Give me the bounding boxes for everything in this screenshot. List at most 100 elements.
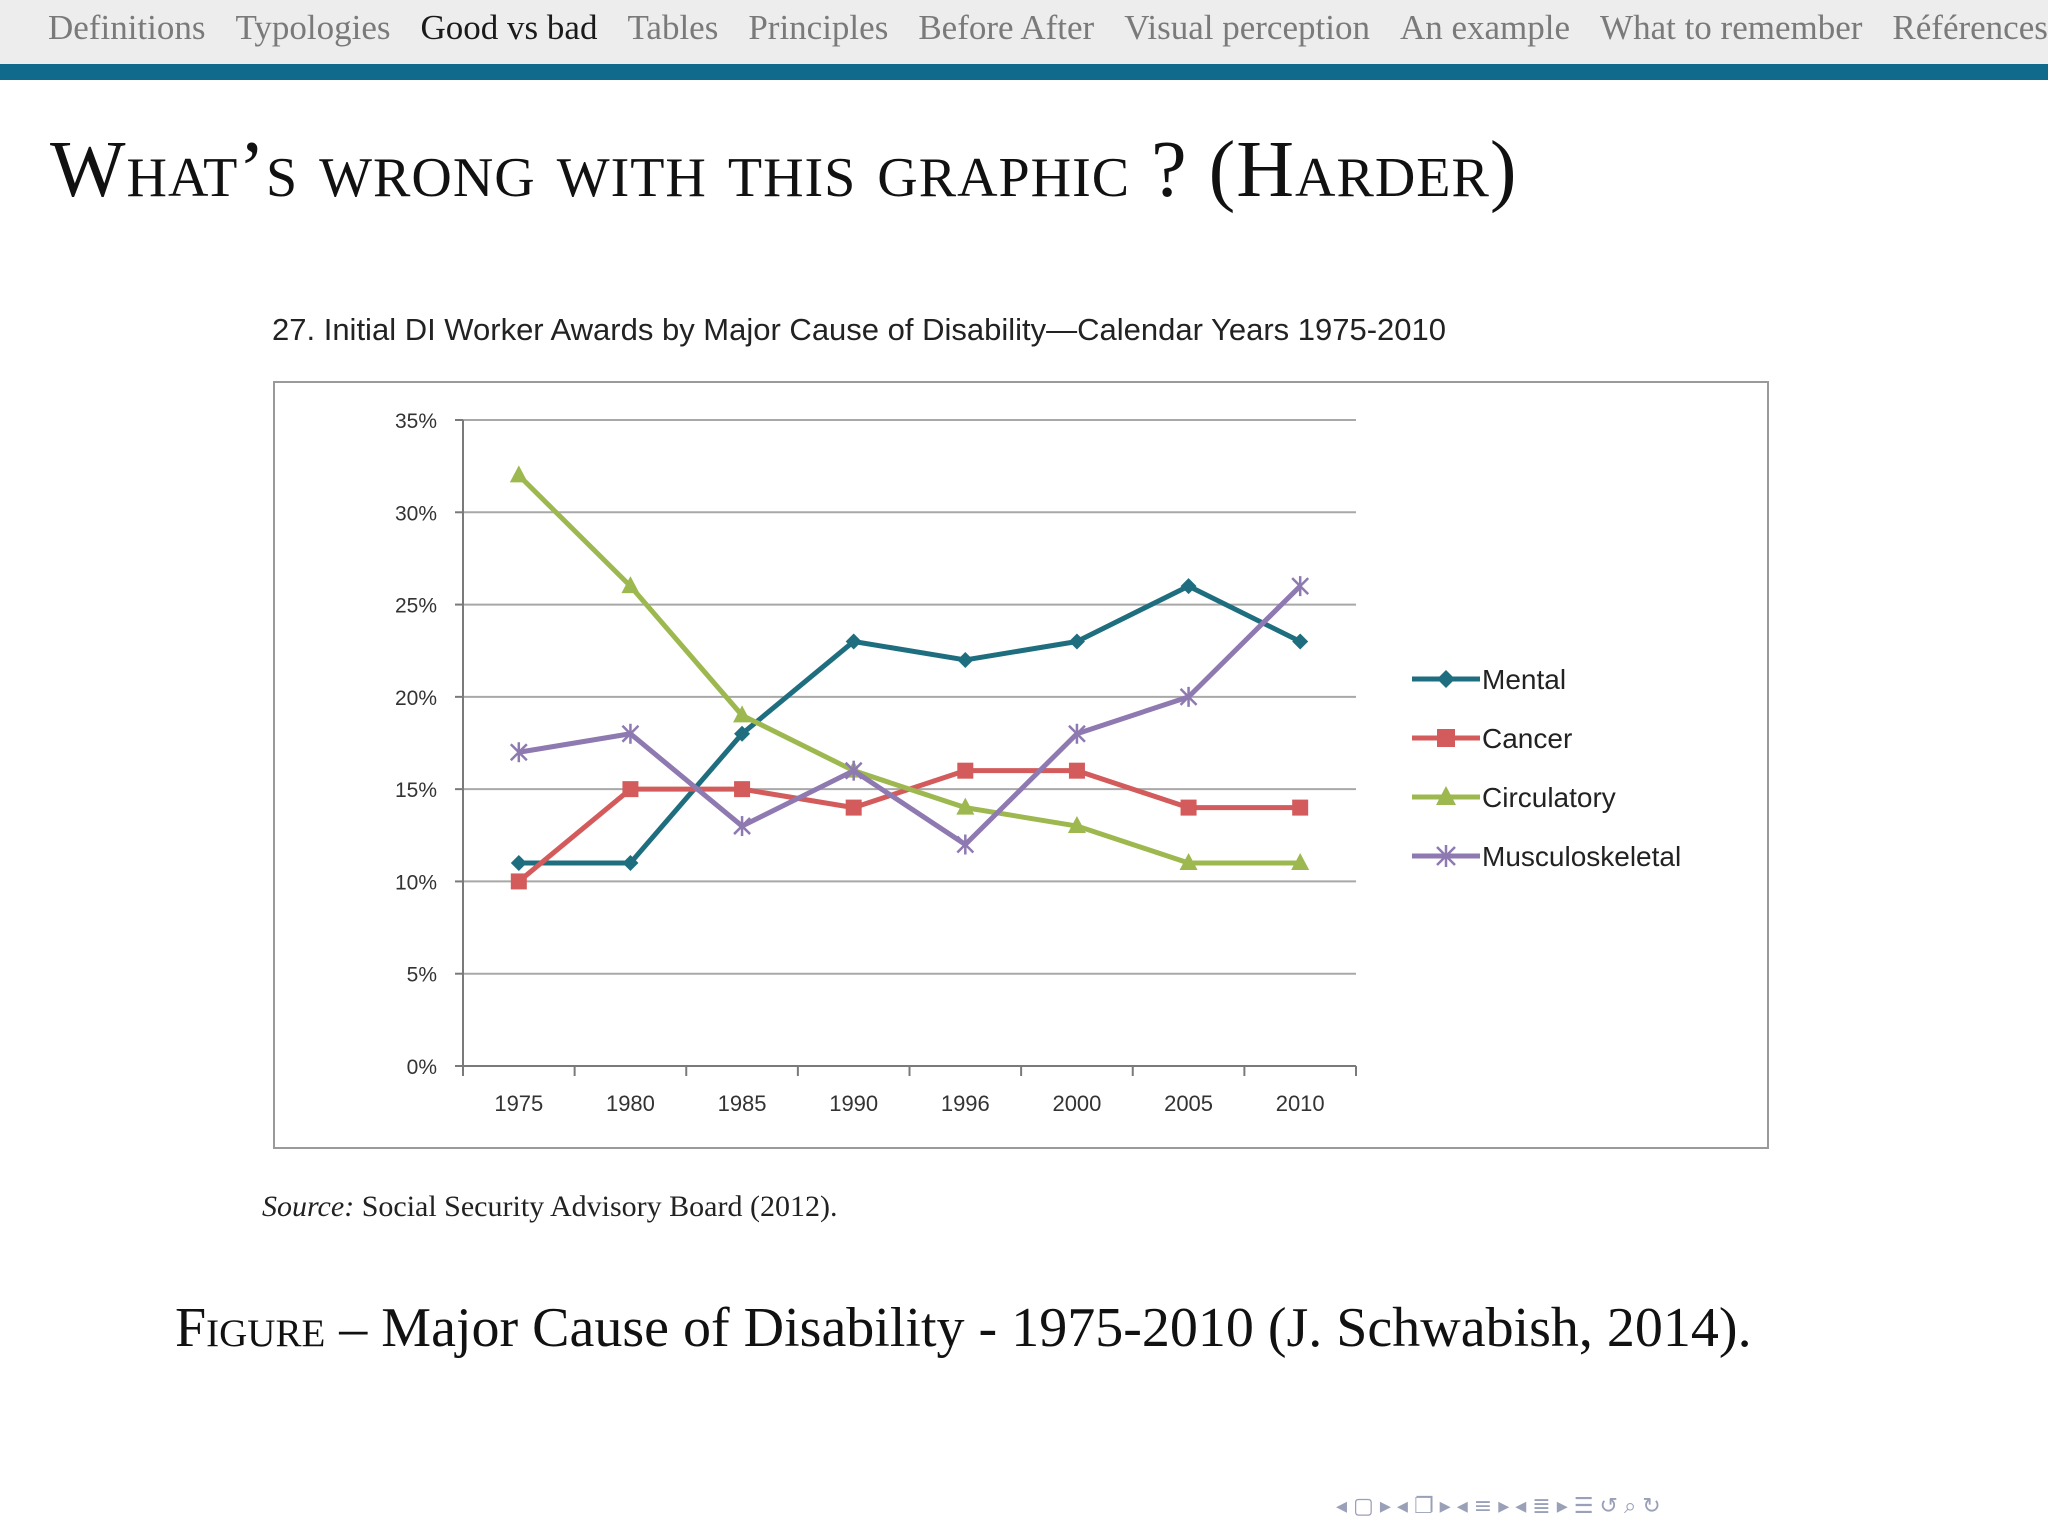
data-point-mental [622,854,639,871]
nav-rule [0,64,2048,80]
data-point-mental [845,633,862,650]
arrow-right-icon[interactable]: ▸ [1439,1493,1451,1519]
legend-label-musculoskeletal: Musculoskeletal [1482,841,1681,872]
toc-icon[interactable]: ☰ [1573,1493,1594,1519]
source-text: Social Security Advisory Board (2012). [354,1190,838,1223]
x-tick-label: 1996 [941,1091,990,1116]
arrow-left-icon[interactable]: ◂ [1456,1493,1468,1519]
undo-icon[interactable]: ↺ [1599,1493,1618,1519]
data-point-cancer [622,781,639,798]
legend: Mental Cancer Circulatory Musculoskeletal [1412,664,1681,872]
data-point-circulatory [621,576,640,594]
axes: 0% 5% 10% 15% 20% 25% 30% 35% 1975 1980 1985 1990 19… [395,410,1357,1116]
data-point-musculoskeletal [621,723,640,744]
data-point-cancer [1068,762,1085,779]
figure-caption-text: – Major Cause of Disability - 1975-2010 … [325,1297,1752,1359]
data-point-mental [1068,633,1085,650]
subsubsection-icon[interactable]: ≣ [1532,1493,1551,1519]
nav-item-r-f-rences[interactable]: Références [1892,8,2048,47]
footer-navigation: ◂ ▢ ▸ ◂ ❐ ▸ ◂ ≡ ▸ ◂ ≣ ▸ ☰ ↺ ⌕ ↻ [1336,1486,2036,1526]
data-point-circulatory [1291,852,1310,870]
y-tick-label: 30% [395,502,437,525]
nav-item-typologies[interactable]: Typologies [235,8,391,47]
data-point-musculoskeletal [1291,576,1310,597]
data-point-cancer [510,873,527,890]
source-note: Source: Social Security Advisory Board (… [262,1190,837,1224]
data-point-circulatory [1067,816,1086,834]
nav-item-before-after[interactable]: Before After [918,8,1095,47]
legend-marker-cancer [1437,729,1455,747]
data-point-musculoskeletal [733,816,751,837]
redo-icon[interactable]: ↻ [1642,1493,1661,1519]
nav-item-definitions[interactable]: Definitions [48,8,206,47]
arrow-left-icon[interactable]: ◂ [1336,1493,1348,1519]
data-point-musculoskeletal [844,760,863,781]
data-point-musculoskeletal [1068,723,1086,744]
search-icon[interactable]: ⌕ [1623,1493,1637,1519]
nav-item-visual-perception[interactable]: Visual perception [1124,8,1370,47]
x-tick-label: 1980 [606,1091,655,1116]
figure-caption: Figure – Major Cause of Disability - 197… [175,1296,1752,1360]
legend-label-circulatory: Circulatory [1482,782,1616,813]
data-point-cancer [734,781,751,798]
x-tick-label: 1985 [718,1091,767,1116]
navigation-bar: Definitions Typologies Good vs bad Tables Pr… [0,0,2048,64]
series-line-musculoskeletal [518,584,1302,848]
data-point-circulatory [733,705,752,723]
nav-item-good-vs-bad[interactable]: Good vs bad [420,8,598,47]
data-point-cancer [1292,799,1309,816]
nav-item-tables[interactable]: Tables [627,8,719,47]
legend-label-cancer: Cancer [1482,723,1572,754]
arrow-left-icon[interactable]: ◂ [1396,1493,1408,1519]
frame-icon[interactable]: ▢ [1353,1493,1374,1519]
arrow-right-icon[interactable]: ▸ [1556,1493,1568,1519]
data-point-mental [957,651,974,668]
nav-items: Definitions Typologies Good vs bad Tables Pr… [48,6,2048,50]
y-tick-label: 25% [395,595,437,618]
y-tick-label: 15% [395,779,437,802]
y-tick-label: 10% [395,871,437,894]
legend-marker-circulatory [1436,786,1456,805]
data-point-mental [510,854,527,871]
data-point-cancer [957,762,974,779]
y-tick-label: 20% [395,687,437,710]
x-tick-label: 1990 [829,1091,878,1116]
chart-frame [273,381,1769,1149]
data-point-mental [1180,578,1197,595]
y-tick-label: 5% [407,964,437,987]
data-point-mental [1292,633,1309,650]
arrow-left-icon[interactable]: ◂ [1515,1493,1527,1519]
x-tick-label: 2000 [1052,1091,1101,1116]
slide-title: What’s wrong with this graphic ? (Harder… [50,126,1518,214]
x-tick-label: 2010 [1276,1091,1325,1116]
nav-item-an-example[interactable]: An example [1399,8,1571,47]
data-point-circulatory [1179,852,1198,870]
x-tick-label: 2005 [1164,1091,1213,1116]
data-point-cancer [845,799,862,816]
data-point-mental [734,725,751,742]
y-tick-label: 0% [407,1056,437,1079]
subsection-icon[interactable]: ❐ [1413,1493,1434,1519]
chart-title: 27. Initial DI Worker Awards by Major Ca… [272,312,1447,347]
data-point-cancer [1180,799,1197,816]
nav-item-what-to-remember[interactable]: What to remember [1600,8,1863,47]
figure-label: Figure [175,1297,326,1359]
data-point-musculoskeletal [956,834,975,855]
series-line-circulatory [517,473,1301,866]
data-point-musculoskeletal [509,742,528,763]
arrow-right-icon[interactable]: ▸ [1379,1493,1391,1519]
nav-item-principles[interactable]: Principles [748,8,889,47]
series-line-mental [518,583,1302,866]
source-label: Source: [262,1190,355,1223]
legend-marker-mental [1437,670,1455,688]
series-lines [509,465,1310,890]
legend-marker-musculoskeletal [1436,845,1456,867]
arrow-right-icon[interactable]: ▸ [1498,1493,1510,1519]
legend-label-mental: Mental [1482,664,1566,695]
y-tick-label: 35% [395,410,437,433]
section-icon[interactable]: ≡ [1473,1493,1493,1519]
data-point-musculoskeletal [1179,686,1198,707]
data-point-circulatory [509,465,528,483]
data-point-circulatory [956,797,975,815]
